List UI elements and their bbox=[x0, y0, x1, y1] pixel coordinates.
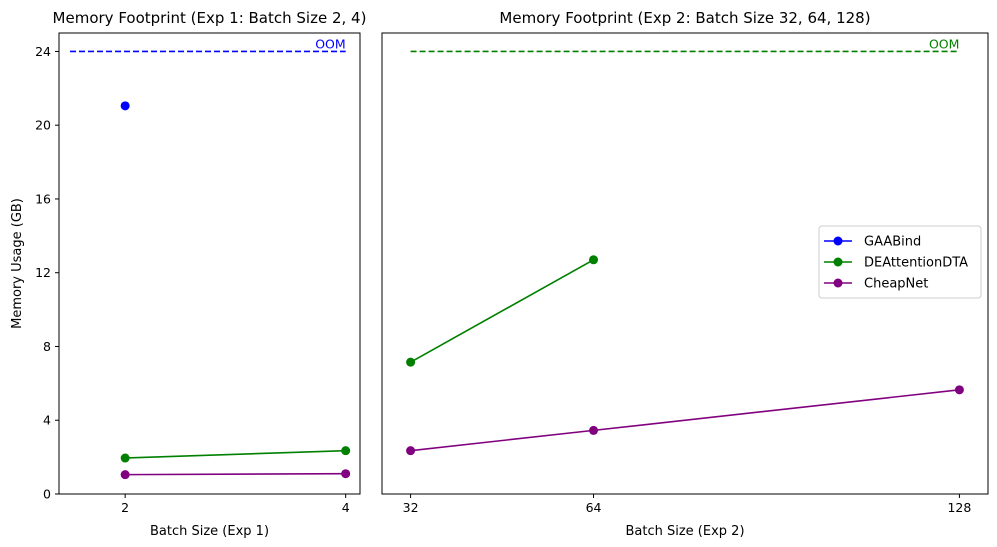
plot-frame bbox=[58, 32, 361, 495]
data-point-deattentiondta bbox=[120, 453, 130, 463]
x-tick-label: 64 bbox=[586, 500, 602, 515]
data-point-deattentiondta bbox=[406, 357, 416, 367]
series-line-deattentiondta bbox=[410, 259, 594, 363]
y-tick-label: 4 bbox=[43, 413, 51, 428]
chart-legend: GAABind DEAttentionDTA CheapNet bbox=[818, 225, 982, 299]
x-tick-label: 128 bbox=[947, 500, 971, 515]
series-line-deattentiondta bbox=[125, 449, 346, 459]
oom-label: OOM bbox=[315, 36, 345, 51]
oom-label: OOM bbox=[929, 36, 959, 51]
x-axis-label: Batch Size (Exp 1) bbox=[150, 524, 269, 539]
panel-exp2: Memory Footprint (Exp 2: Batch Size 32, … bbox=[381, 9, 989, 539]
y-tick-label: 0 bbox=[43, 487, 51, 502]
y-tick-label: 20 bbox=[35, 118, 51, 133]
chart-title: Memory Footprint (Exp 1: Batch Size 2, 4… bbox=[53, 9, 367, 27]
legend-label: GAABind bbox=[864, 235, 921, 250]
legend-marker bbox=[833, 278, 843, 288]
panel-exp1: Memory Footprint (Exp 1: Batch Size 2, 4… bbox=[10, 9, 366, 539]
legend-marker bbox=[833, 236, 843, 246]
data-point-gaabind bbox=[120, 101, 130, 111]
y-axis-label: Memory Usage (GB) bbox=[10, 198, 25, 329]
plot-frame bbox=[381, 32, 989, 495]
series-line-cheapnet bbox=[410, 389, 960, 452]
legend-marker bbox=[833, 257, 843, 267]
legend-label: DEAttentionDTA bbox=[864, 256, 968, 271]
data-point-cheapnet bbox=[406, 446, 416, 456]
x-tick-label: 32 bbox=[403, 500, 419, 515]
x-tick-label: 2 bbox=[121, 500, 129, 515]
y-tick-label: 16 bbox=[35, 191, 51, 206]
data-point-cheapnet bbox=[120, 470, 130, 480]
chart-title: Memory Footprint (Exp 2: Batch Size 32, … bbox=[499, 9, 870, 27]
x-axis-label: Batch Size (Exp 2) bbox=[625, 524, 744, 539]
data-point-deattentiondta bbox=[589, 255, 599, 265]
y-tick-label: 8 bbox=[43, 339, 51, 354]
x-tick-label: 4 bbox=[342, 500, 350, 515]
series-line-cheapnet bbox=[125, 472, 346, 476]
legend-box bbox=[818, 225, 982, 299]
legend-label: CheapNet bbox=[864, 277, 928, 292]
data-point-cheapnet bbox=[954, 385, 964, 395]
y-tick-label: 12 bbox=[35, 265, 51, 280]
data-point-cheapnet bbox=[341, 469, 351, 479]
data-point-cheapnet bbox=[589, 425, 599, 435]
data-point-deattentiondta bbox=[341, 446, 351, 456]
y-tick-label: 24 bbox=[35, 44, 51, 59]
